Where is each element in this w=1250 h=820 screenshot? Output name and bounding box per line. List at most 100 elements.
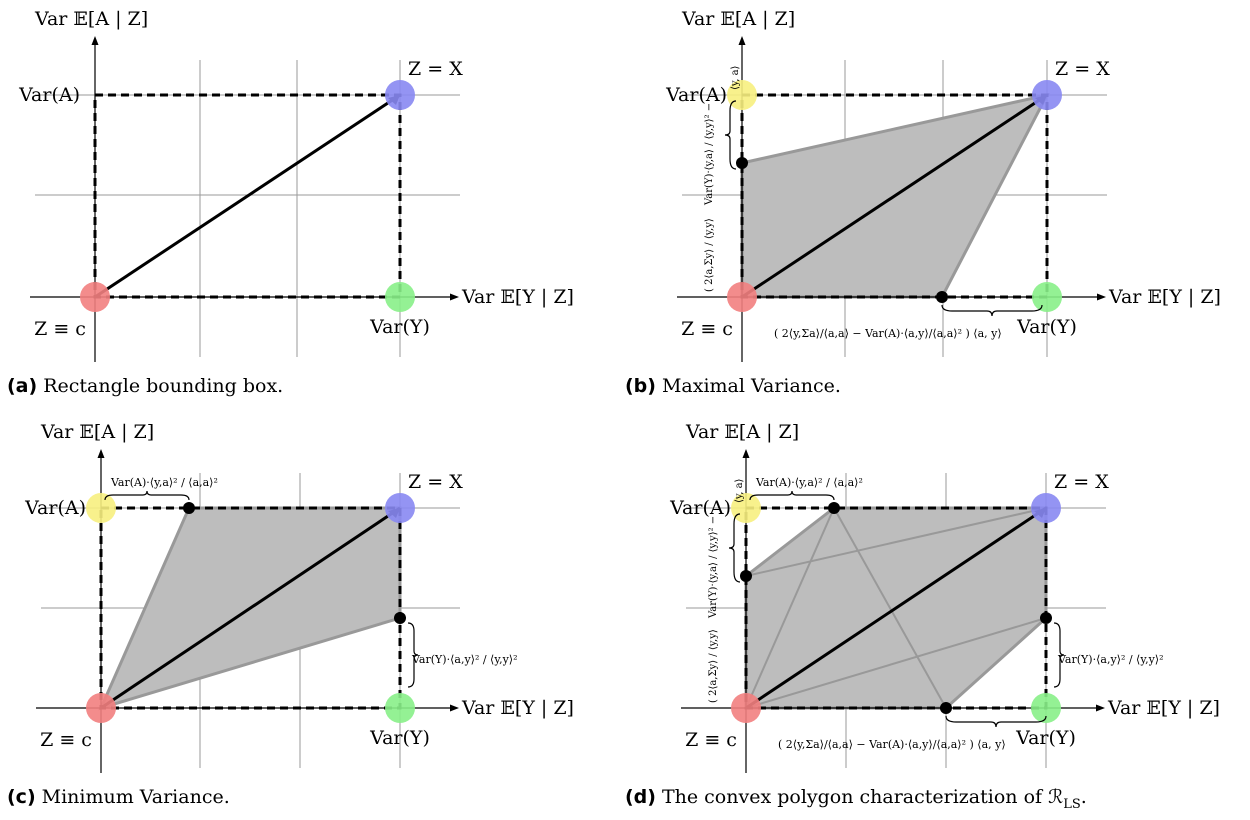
var-a-subscript: ⟨y, a⟩ — [730, 65, 741, 90]
z-equals-x-label: Z = X — [408, 471, 463, 493]
point-z-constant — [727, 282, 757, 312]
caption-subscript: LS — [1063, 797, 1081, 812]
var-a-label: Var(A) — [18, 84, 80, 106]
top-formula: Var(A)·⟨y,a⟩² / ⟨a,a⟩² — [110, 476, 218, 489]
region-chord — [833, 507, 947, 709]
right-brace — [407, 622, 419, 688]
bottom-formula: ( 2⟨y,Σa⟩/⟨a,a⟩ − Var(A)·⟨a,y⟩/⟨a,a⟩² ) … — [774, 327, 1002, 340]
extreme-point — [740, 570, 752, 582]
panel-b: Var 𝔼[A | Z] Var 𝔼[Y | Z] Var(A) Var(Y) Z = … — [625, 8, 1221, 397]
panel-d: Var 𝔼[A | Z] Var 𝔼[Y | Z] Var(A) Var(Y) Z = … — [625, 421, 1220, 812]
bounding-box — [740, 93, 1049, 299]
point-var-a — [731, 493, 761, 523]
bounding-box — [744, 506, 1048, 710]
y-axis-label: Var 𝔼[A | Z] — [40, 421, 154, 443]
extreme-point — [940, 702, 952, 714]
bottom-brace — [945, 715, 1047, 728]
point-z-equals-x — [1031, 493, 1061, 523]
var-y-label: Var(Y) — [1016, 316, 1077, 338]
point-var-y — [385, 282, 415, 312]
caption: (b) Maximal Variance. — [625, 375, 841, 397]
extreme-point — [1040, 612, 1052, 624]
top-formula: Var(A)·⟨y,a⟩² / ⟨a,a⟩² — [755, 476, 863, 489]
caption-text: Rectangle bounding box. — [43, 375, 283, 397]
region-chord — [945, 617, 1047, 709]
point-z-constant — [80, 282, 110, 312]
y-axis-label: Var 𝔼[A | Z] — [681, 8, 795, 30]
point-z-equals-x — [385, 80, 415, 110]
top-brace — [749, 490, 835, 501]
caption-period: . — [1081, 786, 1087, 808]
extreme-point — [736, 157, 748, 169]
var-y-label: Var(Y) — [369, 727, 430, 749]
point-var-a — [86, 493, 116, 523]
y-axis-arrow — [738, 36, 746, 45]
caption-letter: (c) — [7, 786, 36, 808]
diagonal — [100, 506, 401, 710]
caption: (d) The convex polygon characterization o… — [625, 786, 1087, 812]
z-constant-label: Z ≡ c — [34, 318, 86, 340]
x-axis-label: Var 𝔼[Y | Z] — [461, 697, 574, 719]
region-chord — [745, 507, 835, 709]
bounding-box — [99, 506, 402, 710]
x-axis-arrow — [450, 293, 459, 301]
var-a-subscript: ⟨y, a⟩ — [734, 478, 745, 503]
region-chord — [745, 507, 1047, 577]
right-formula: Var(Y)·⟨a,y⟩² / ⟨y,y⟩² — [1057, 653, 1164, 666]
left-brace — [724, 100, 737, 170]
bounding-box — [93, 93, 402, 299]
z-equals-x-label: Z = X — [1055, 58, 1110, 80]
left-lower-formula: ( 2⟨a,Σy⟩ / ⟨y,y⟩ — [708, 629, 719, 703]
z-constant-label: Z ≡ c — [40, 729, 92, 751]
z-constant-label: Z ≡ c — [685, 729, 737, 751]
diagonal — [745, 506, 1047, 710]
caption-letter: (a) — [7, 375, 37, 397]
var-a-label: Var(A) — [665, 84, 727, 106]
left-brace — [728, 513, 741, 583]
point-var-y — [1031, 693, 1061, 723]
point-z-constant — [731, 693, 761, 723]
point-z-equals-x — [385, 493, 415, 523]
point-var-y — [1032, 282, 1062, 312]
right-brace — [1053, 622, 1065, 688]
y-axis-arrow — [742, 449, 750, 458]
region-chord — [745, 617, 1047, 709]
var-a-label: Var(A) — [24, 497, 86, 519]
panel-c: Var 𝔼[A | Z] Var 𝔼[Y | Z] Var(A) Var(Y) Z = … — [7, 421, 574, 808]
var-y-label: Var(Y) — [1015, 727, 1076, 749]
caption: (c) Minimum Variance. — [7, 786, 230, 808]
caption-letter: (b) — [625, 375, 656, 397]
left-lower-formula: ( 2⟨a,Σy⟩ / ⟨y,y⟩ — [704, 218, 715, 292]
y-axis-arrow — [91, 36, 99, 45]
point-z-constant — [86, 693, 116, 723]
right-formula: Var(Y)·⟨a,y⟩² / ⟨y,y⟩² — [411, 653, 518, 666]
x-axis-arrow — [1096, 704, 1105, 712]
x-axis-label: Var 𝔼[Y | Z] — [461, 286, 574, 308]
top-brace — [104, 490, 190, 501]
var-a-label: Var(A) — [669, 497, 731, 519]
point-var-y — [385, 693, 415, 723]
caption-text: Maximal Variance. — [662, 375, 841, 397]
point-z-equals-x — [1032, 80, 1062, 110]
left-upper-formula: Var(Y)·⟨y,a⟩ / ⟨y,y⟩² − — [708, 516, 719, 619]
left-upper-formula: Var(Y)·⟨y,a⟩ / ⟨y,y⟩² − — [704, 103, 715, 206]
caption-letter: (d) — [625, 786, 656, 808]
diagonal — [741, 93, 1048, 299]
caption-text: The convex polygon characterization of ℛ — [662, 786, 1063, 808]
extreme-point — [828, 502, 840, 514]
caption: (a) Rectangle bounding box. — [7, 375, 283, 397]
panel-a: Var 𝔼[A | Z] Var 𝔼[Y | Z] Var(A) Var(Y) Z = … — [7, 8, 574, 397]
extreme-point — [394, 612, 406, 624]
z-equals-x-label: Z = X — [1054, 471, 1109, 493]
point-var-a — [727, 80, 757, 110]
x-axis-arrow — [450, 704, 459, 712]
y-axis-label: Var 𝔼[A | Z] — [685, 421, 799, 443]
extreme-point — [936, 291, 948, 303]
x-axis-arrow — [1097, 293, 1106, 301]
x-axis-label: Var 𝔼[Y | Z] — [1107, 697, 1220, 719]
extreme-point — [183, 502, 195, 514]
z-constant-label: Z ≡ c — [681, 318, 733, 340]
var-y-label: Var(Y) — [369, 316, 430, 338]
caption-text: Minimum Variance. — [42, 786, 230, 808]
